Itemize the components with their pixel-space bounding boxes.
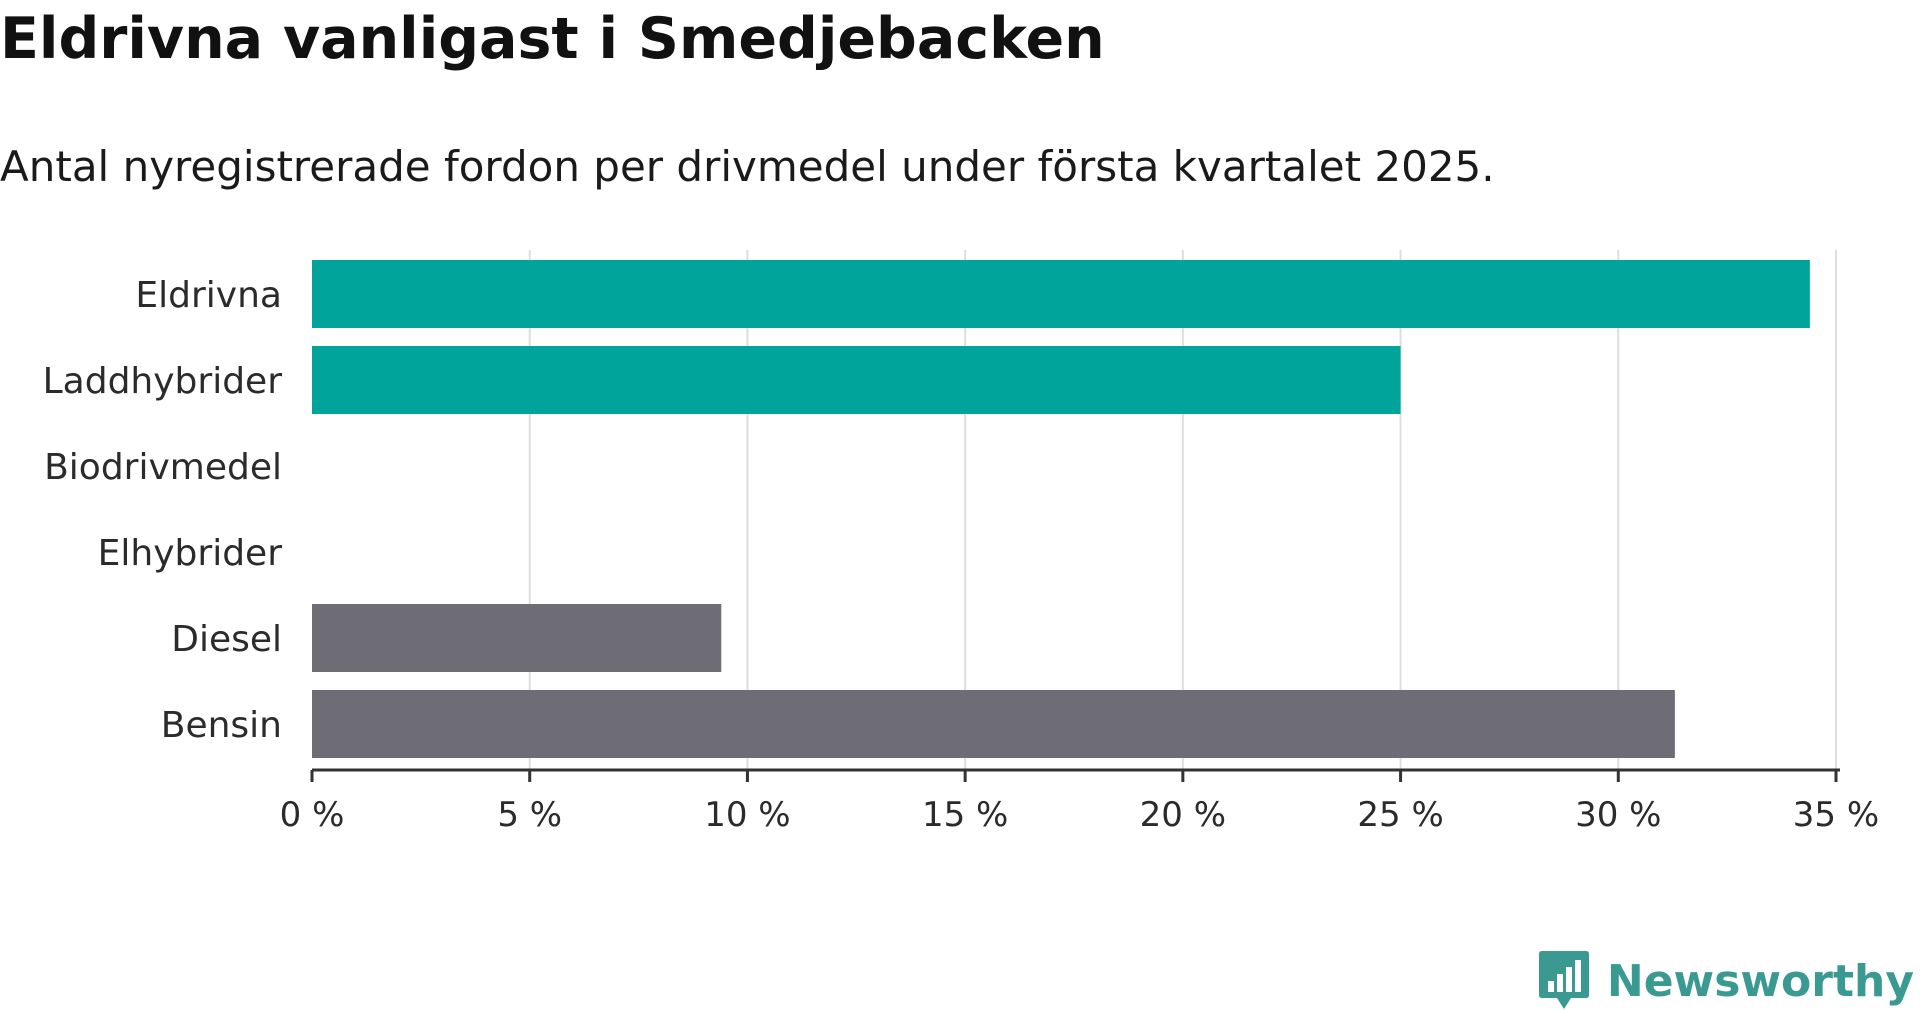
x-tick-label-20: 20 % [1140,795,1226,835]
x-axis: 0 % 5 % 10 % 15 % 20 % 25 % 30 % 35 % [280,768,1879,835]
x-tick-label-5: 5 % [497,795,562,835]
bar-chart: Eldrivna Laddhybrider Biodrivmedel Elhybrid… [43,250,1879,835]
bar-diesel [312,604,722,672]
bar-laddhybrider [312,346,1401,414]
category-label-biodrivmedel: Biodrivmedel [44,447,282,488]
category-labels: Eldrivna Laddhybrider Biodrivmedel Elhybrid… [43,275,283,746]
x-tick-label-10: 10 % [704,795,790,835]
grid-lines [528,250,1837,770]
category-label-laddhybrider: Laddhybrider [43,361,283,402]
newsworthy-logo: Newsworthy [1538,951,1914,1011]
bar-eldrivna [312,260,1810,328]
bars [312,260,1810,758]
x-tick-label-30: 30 % [1575,795,1661,835]
x-tick-label-25: 25 % [1357,795,1443,835]
chart-subtitle: Antal nyregistrerade fordon per drivmede… [0,142,1495,191]
bar-chart-icon [1538,951,1589,1009]
x-tick-label-15: 15 % [922,795,1008,835]
logo-text: Newsworthy [1606,955,1914,1007]
x-tick-label-0: 0 % [280,795,345,835]
category-label-diesel: Diesel [171,619,282,660]
x-tick-label-35: 35 % [1793,795,1879,835]
category-label-elhybrider: Elhybrider [98,533,283,574]
category-label-eldrivna: Eldrivna [135,275,282,316]
bar-bensin [312,690,1675,758]
category-label-bensin: Bensin [161,705,282,746]
chart-title: Eldrivna vanligast i Smedjebacken [0,6,1105,72]
